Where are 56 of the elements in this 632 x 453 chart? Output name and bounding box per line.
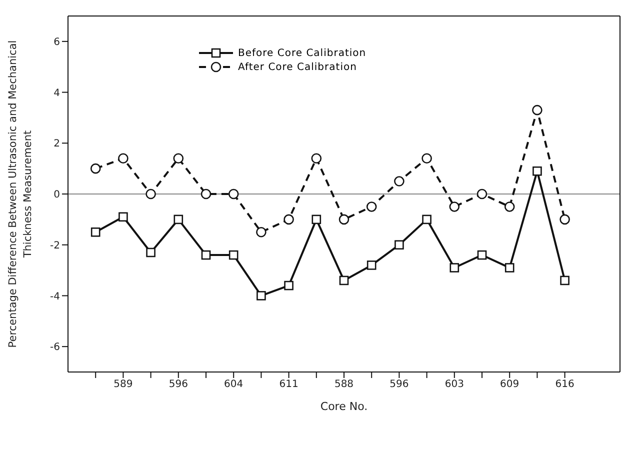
point — [532, 104, 542, 116]
point — [422, 153, 432, 164]
point — [560, 276, 570, 286]
point — [560, 214, 570, 225]
point — [173, 153, 184, 164]
point — [312, 214, 322, 224]
x-tick-label: 603 — [444, 379, 464, 390]
point — [532, 166, 542, 176]
x-tick-label: 589 — [114, 379, 133, 390]
point — [311, 153, 322, 164]
point — [201, 250, 211, 260]
y-tick-label: -4 — [50, 291, 60, 302]
point — [422, 214, 432, 224]
point — [146, 248, 156, 258]
point — [118, 153, 128, 164]
x-tick-label: 596 — [390, 379, 409, 390]
point — [504, 263, 514, 272]
x-tick-label: 596 — [168, 379, 188, 390]
point — [228, 188, 239, 200]
y-tick-label: -6 — [50, 342, 60, 354]
y-axis-title: Percentage Difference Between Ultrasonic and Mechanical Thickness Measurement — [7, 40, 34, 348]
point — [394, 240, 404, 250]
x-tick-label: 609 — [500, 379, 520, 390]
x-axis-title: Core No. — [320, 400, 368, 413]
point — [284, 214, 294, 225]
point — [90, 227, 100, 237]
point — [504, 202, 515, 212]
point — [339, 276, 349, 286]
x-tick-label: 616 — [555, 379, 574, 390]
x-tick-label: 588 — [334, 379, 354, 390]
legend-label: After Core Calibration — [238, 62, 357, 72]
point — [366, 202, 377, 212]
y-tick-label: -2 — [50, 240, 60, 252]
y-tick-label: 2 — [54, 138, 60, 150]
point — [366, 260, 376, 270]
point — [284, 280, 294, 290]
point — [476, 188, 488, 200]
y-tick-label: 0 — [54, 190, 60, 201]
point — [256, 226, 266, 238]
legend-label: Before Core Calibration — [238, 48, 366, 58]
y-tick-label: 4 — [54, 88, 60, 99]
y-tick-label: 6 — [54, 36, 60, 48]
point — [174, 214, 184, 224]
point — [146, 188, 156, 200]
point — [338, 214, 350, 225]
point — [118, 212, 128, 222]
point — [256, 291, 266, 300]
point — [450, 263, 460, 272]
point — [90, 163, 101, 174]
point — [394, 176, 404, 186]
point — [449, 202, 460, 212]
x-tick-label: 611 — [279, 379, 298, 390]
point — [477, 250, 487, 260]
x-tick-label: 604 — [224, 379, 244, 390]
point — [228, 250, 238, 260]
point — [200, 188, 212, 200]
